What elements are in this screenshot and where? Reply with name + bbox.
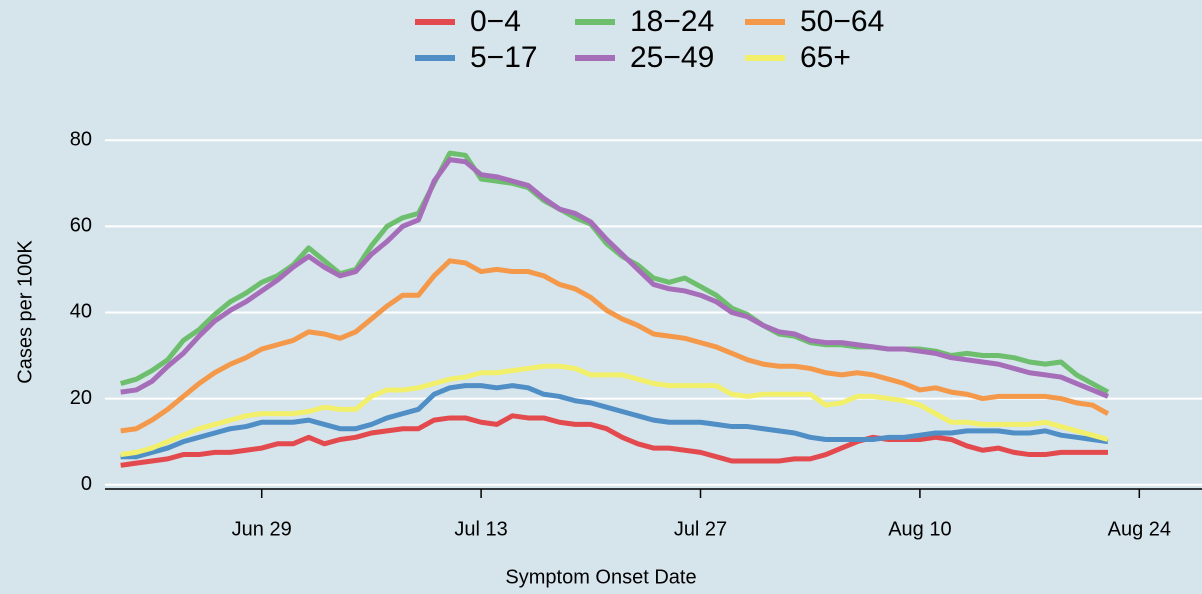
y-axis-title: Cases per 100K — [14, 240, 36, 384]
axes: 0 20 40 60 80 Jun 29 Jul 13 Jul 27 Aug 10 Aug 24 — [70, 129, 1202, 540]
series-line — [120, 258, 1110, 434]
series-line — [120, 383, 1109, 460]
legend-label: 0−4 — [470, 5, 521, 38]
legend-label: 5−17 — [470, 41, 538, 74]
x-tick-label: Aug 24 — [1108, 518, 1171, 540]
legend-label: 25−49 — [630, 41, 714, 74]
legend-label: 65+ — [800, 41, 851, 74]
series-line — [120, 363, 1109, 458]
legend-label: 50−64 — [800, 5, 884, 38]
y-tick-label: 80 — [70, 129, 92, 151]
x-tick-label: Jul 13 — [454, 518, 507, 540]
y-tick-label: 20 — [70, 387, 92, 409]
series-line — [120, 157, 1109, 399]
x-axis-title: Symptom Onset Date — [505, 566, 696, 588]
legend-label: 18−24 — [630, 5, 714, 38]
plot-lines — [120, 150, 1110, 468]
x-tick-label: Jun 29 — [232, 518, 292, 540]
y-tick-label: 60 — [70, 215, 92, 237]
x-tick-label: Jul 27 — [674, 518, 727, 540]
y-tick-label: 40 — [70, 301, 92, 323]
series-line — [120, 413, 1108, 468]
y-tick-label: 0 — [81, 473, 92, 495]
x-tick-label: Aug 10 — [888, 518, 951, 540]
